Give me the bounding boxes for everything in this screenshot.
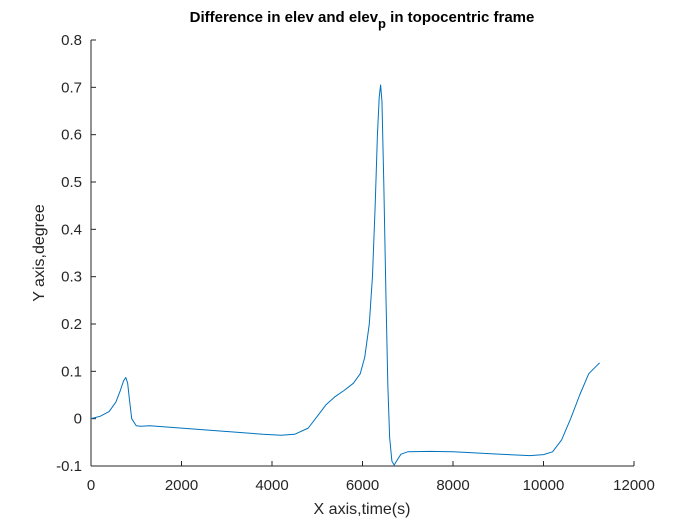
x-tick-label: 4000 <box>255 477 288 494</box>
y-tick-label: -0.1 <box>56 458 82 475</box>
y-tick-label: 0.6 <box>61 127 82 144</box>
y-tick-label: 0.8 <box>61 32 82 49</box>
ticks: 0 2000 4000 6000 8000 10000 12000 -0.1 0 0.1 0.2 0.… <box>56 32 655 494</box>
series-line <box>90 84 600 466</box>
x-tick-label: 2000 <box>165 477 198 494</box>
chart-title-subscript: p <box>378 16 386 31</box>
y-axis-label: Y axis,degree <box>31 204 48 302</box>
y-tick-label: 0.2 <box>61 316 82 333</box>
y-tick-label: 0 <box>74 411 82 428</box>
x-tick-label: 12000 <box>613 477 655 494</box>
x-tick-label: 10000 <box>523 477 565 494</box>
plot-lines <box>90 84 600 466</box>
x-tick-label: 6000 <box>346 477 379 494</box>
y-tick-label: 0.1 <box>61 363 82 380</box>
x-axis-label: X axis,time(s) <box>314 501 411 518</box>
x-tick-label: 0 <box>87 477 95 494</box>
y-tick-label: 0.3 <box>61 269 82 286</box>
chart-title-prefix: Difference in elev and elev <box>190 9 379 26</box>
chart-title-suffix: in topocentric frame <box>386 9 534 26</box>
chart-title: Difference in elev and elevp in topocent… <box>190 9 535 31</box>
y-tick-label: 0.7 <box>61 79 82 96</box>
y-tick-label: 0.5 <box>61 174 82 191</box>
x-tick-label: 8000 <box>436 477 469 494</box>
y-tick-label: 0.4 <box>61 221 82 238</box>
